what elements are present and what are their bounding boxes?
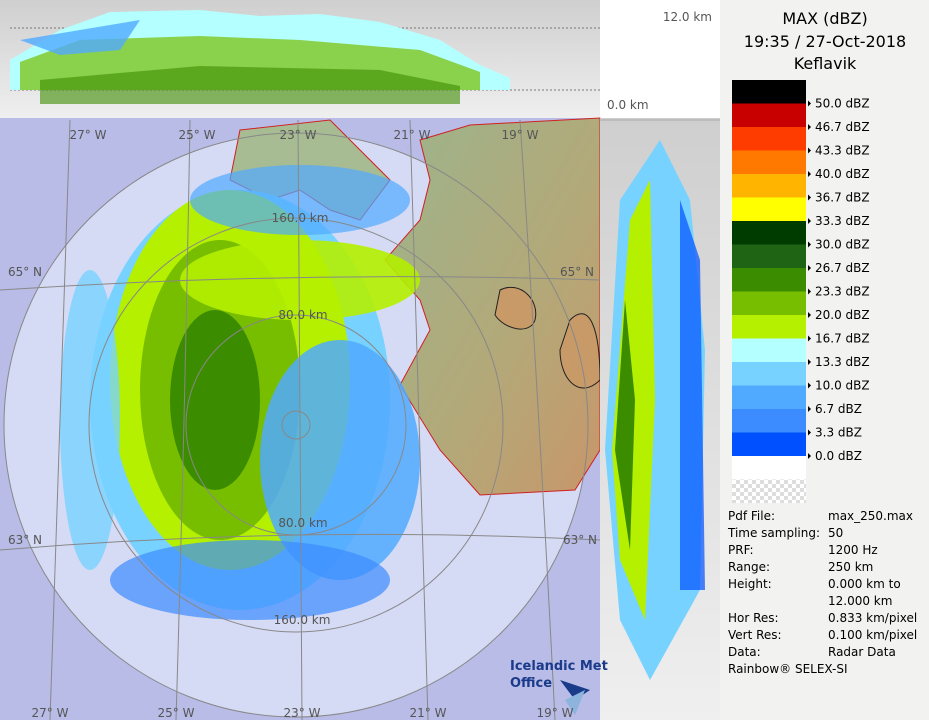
range-label: 160.0 km [272, 211, 329, 225]
legend-label: 40.0 dBZ [815, 167, 870, 181]
longitude-label: 21° W [394, 128, 431, 142]
info-value: 250 km [828, 560, 873, 574]
legend-tick [808, 335, 811, 342]
longitude-label: 19° W [537, 706, 574, 720]
legend-swatch [732, 456, 806, 480]
info-label: Vert Res: [728, 628, 782, 642]
legend-label: 36.7 dBZ [815, 191, 870, 205]
legend-swatch [732, 150, 806, 174]
map [0, 117, 601, 721]
range-label: 80.0 km [278, 516, 327, 530]
legend-swatch [732, 362, 806, 386]
info-value: 50 [828, 526, 843, 540]
legend-tick [808, 453, 811, 459]
legend-swatch [732, 197, 806, 221]
info-label: Hor Res: [728, 611, 779, 625]
logo: Office [510, 676, 552, 691]
info-value: Radar Data [828, 645, 896, 659]
legend-swatch [732, 244, 806, 268]
legend-label: 20.0 dBZ [815, 308, 870, 322]
legend-tick [808, 359, 811, 365]
legend-label: 43.3 dBZ [815, 144, 870, 158]
info-value: 12.000 km [828, 594, 892, 608]
longitude-label: 21° W [410, 706, 447, 720]
legend-swatch [732, 268, 806, 292]
legend-label: 30.0 dBZ [815, 238, 870, 252]
info-value: 0.000 km to [828, 577, 901, 591]
legend-label: 50.0 dBZ [815, 97, 870, 111]
legend-label: 23.3 dBZ [815, 285, 870, 299]
legend-swatch [732, 338, 806, 362]
legend-swatch [732, 221, 806, 245]
legend-label: 13.3 dBZ [815, 355, 870, 369]
range-label: 80.0 km [278, 308, 327, 322]
longitude-label: 27° W [70, 128, 107, 142]
legend-swatch [732, 315, 806, 339]
legend-tick [808, 147, 811, 154]
info-label: PRF: [728, 543, 754, 557]
legend-label: 6.7 dBZ [815, 402, 862, 416]
legend-swatch [732, 291, 806, 315]
info-label: Data: [728, 645, 761, 659]
title: MAX (dBZ) [782, 9, 867, 28]
longitude-label: 25° W [179, 128, 216, 142]
longitude-label: 19° W [502, 128, 539, 142]
labels: MAX (dBZ) 19:35 / 27-Oct-2018 Keflavik 1… [510, 9, 906, 691]
top-section [0, 0, 600, 118]
right-section [600, 118, 720, 720]
legend-label: 33.3 dBZ [815, 214, 870, 228]
legend-tick [808, 171, 811, 177]
legend-label: 46.7 dBZ [815, 120, 870, 134]
info-label: Pdf File: [728, 509, 775, 523]
legend-swatch [732, 385, 806, 409]
legend-swatch [732, 479, 806, 503]
latitude-label: 65° N [8, 265, 42, 279]
legend-label: 16.7 dBZ [815, 332, 870, 346]
legend-tick [808, 124, 811, 130]
legend-swatch [732, 103, 806, 127]
longitude-label: 23° W [280, 128, 317, 142]
height-top: 12.0 km [663, 10, 712, 24]
longitude-label: 23° W [284, 706, 321, 720]
info-value: 0.833 km/pixel [828, 611, 917, 625]
legend-tick [808, 100, 811, 107]
range-label: 160.0 km [274, 613, 331, 627]
height-bottom: 0.0 km [607, 98, 649, 112]
info-value: max_250.max [828, 509, 913, 523]
longitude-label: 27° W [32, 706, 69, 720]
legend-tick [808, 241, 811, 248]
legend-label: 26.7 dBZ [815, 261, 870, 275]
info-label: Range: [728, 560, 770, 574]
legend-tick [808, 288, 811, 295]
logo: Icelandic Met [510, 659, 608, 674]
latitude-label: 63° N [8, 533, 42, 547]
legend-swatch [732, 432, 806, 456]
footer: Rainbow® SELEX-SI [728, 662, 848, 676]
latitude-label: 65° N [560, 265, 594, 279]
info-label: Time sampling: [727, 526, 820, 540]
legend-tick [808, 406, 811, 412]
legend-label: 0.0 dBZ [815, 449, 862, 463]
site: Keflavik [794, 54, 857, 73]
info-label: Height: [728, 577, 772, 591]
legend-swatch [732, 174, 806, 198]
legend-swatch [732, 80, 806, 104]
legend-label: 3.3 dBZ [815, 426, 862, 440]
legend-tick [808, 194, 811, 201]
legend-swatch [732, 409, 806, 433]
info-value: 0.100 km/pixel [828, 628, 917, 642]
legend-tick [808, 218, 811, 224]
legend-tick [808, 312, 811, 318]
legend-swatch [732, 127, 806, 151]
time: 19:35 / 27-Oct-2018 [744, 32, 906, 51]
legend-tick [808, 382, 811, 389]
latitude-label: 63° N [563, 533, 597, 547]
info-value: 1200 Hz [828, 543, 878, 557]
longitude-label: 25° W [158, 706, 195, 720]
legend-label: 10.0 dBZ [815, 379, 870, 393]
legend-tick [808, 429, 811, 436]
legend-tick [808, 265, 811, 271]
